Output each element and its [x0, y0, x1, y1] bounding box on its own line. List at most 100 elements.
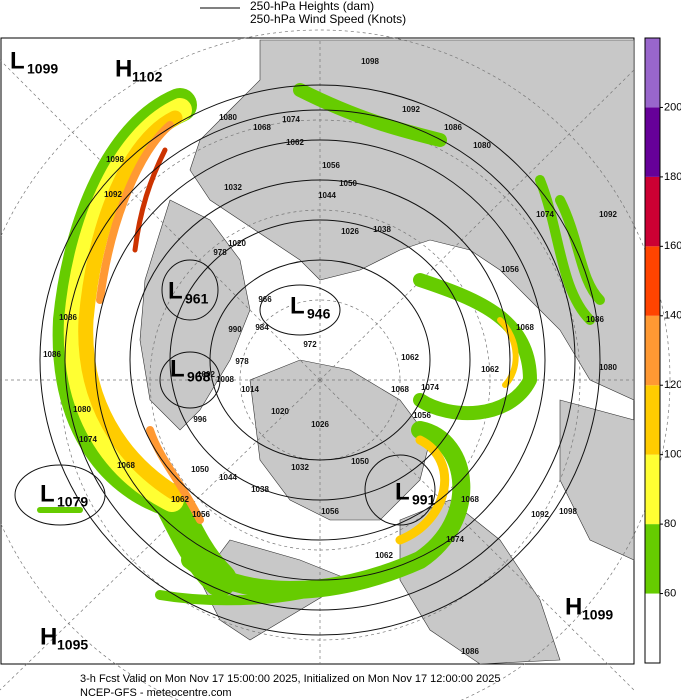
contour-label: 1050 [339, 179, 357, 188]
center-letter: H [40, 623, 57, 650]
contour-label: 1092 [104, 190, 122, 199]
contour-label: 1056 [413, 411, 431, 420]
contour-label: 1062 [375, 551, 393, 560]
contour-label: 1068 [253, 123, 271, 132]
center-value: 1099 [582, 607, 613, 623]
contour-label: 1068 [391, 385, 409, 394]
colorbar-tick-label: 180 [664, 171, 681, 183]
contour-label: 1068 [461, 495, 479, 504]
legend-wind: 250-hPa Wind Speed (Knots) [250, 12, 406, 26]
contour-label: 1062 [481, 365, 499, 374]
contour-label: 1044 [318, 191, 336, 200]
center-letter: L [290, 292, 305, 319]
contour-label: 972 [303, 340, 317, 349]
contour-label: 966 [258, 295, 272, 304]
colorbar-bin [645, 176, 660, 247]
colorbar-frame [644, 37, 661, 664]
contour-label: 1098 [361, 57, 379, 66]
contour-label: 1086 [586, 315, 604, 324]
contour-label: 1056 [321, 507, 339, 516]
contour-label: 1020 [271, 407, 289, 416]
center-value: 991 [412, 492, 436, 508]
center-letter: H [115, 55, 132, 82]
contour-label: 1074 [79, 435, 97, 444]
contour-label: 1080 [73, 405, 91, 414]
contour-label: 1038 [373, 225, 391, 234]
contour-label: 1032 [291, 463, 309, 472]
colorbar: 60 80 100 120 140 160 180 200 [644, 37, 681, 664]
contour-label: 1032 [224, 183, 242, 192]
colorbar-bin [645, 246, 660, 316]
contour-label: 1080 [219, 113, 237, 122]
contour-label: 1014 [241, 385, 259, 394]
contour-label: 1086 [461, 647, 479, 656]
colorbar-tick-label: 160 [664, 240, 681, 252]
contour-label: 1062 [171, 495, 189, 504]
contour-label: 1026 [341, 227, 359, 236]
contour-label: 1026 [311, 420, 329, 429]
contour-label: 1050 [191, 465, 209, 474]
colorbar-bin [645, 38, 660, 108]
contour-label: 1020 [228, 239, 246, 248]
footer-valid: 3-h Fcst Valid on Mon Nov 17 15:00:00 20… [80, 673, 501, 685]
contour-label: 1038 [251, 485, 269, 494]
contour-label: 1092 [402, 105, 420, 114]
colorbar-bin [645, 315, 660, 386]
contour-label: 1086 [444, 123, 462, 132]
contour-label: 1086 [43, 350, 61, 359]
colorbar-tick-label: 140 [664, 310, 681, 322]
colorbar-tick-label: 80 [664, 518, 676, 530]
contour-label: 1098 [559, 507, 577, 516]
contour-label: 1068 [516, 323, 534, 332]
center-value: 1095 [57, 637, 88, 653]
center-value: 1099 [27, 61, 58, 77]
colorbar-bin [645, 107, 660, 177]
height-contours [14, 84, 601, 636]
contour-label: 1062 [286, 138, 304, 147]
contour-label: 1080 [599, 363, 617, 372]
colorbar-bin [645, 454, 660, 525]
colorbar-bin [645, 593, 660, 663]
contour-label: 1050 [351, 457, 369, 466]
colorbar-tick-label: 200 [664, 101, 681, 113]
contour-label: 1074 [446, 535, 464, 544]
center-value: 1102 [132, 69, 163, 85]
contour-label: 1044 [219, 473, 237, 482]
contour-label: 1074 [421, 383, 439, 392]
contour-label: 1086 [59, 313, 77, 322]
colorbar-tick-label: 120 [664, 379, 681, 391]
contour-label: 996 [193, 415, 207, 424]
contour-label: 1056 [501, 265, 519, 274]
contour-label: 1002 [197, 370, 215, 379]
center-value: 961 [185, 291, 209, 307]
contour-label: 978 [213, 248, 227, 257]
contour-label: 990 [228, 325, 242, 334]
center-letter: L [168, 277, 183, 304]
colorbar-bin [645, 385, 660, 455]
wind-speed [37, 83, 605, 606]
center-letter: L [40, 480, 55, 507]
center-value: 946 [307, 306, 331, 322]
contour-label: 1056 [192, 510, 210, 519]
contour-label: 984 [255, 323, 269, 332]
colorbar-bin [645, 524, 660, 594]
center-letter: L [395, 478, 410, 505]
contour-label: 1056 [322, 161, 340, 170]
contour-label: 1008 [216, 375, 234, 384]
contour-label: 1092 [599, 210, 617, 219]
colorbar-tick-label: 100 [664, 449, 681, 461]
contour-label: 1062 [401, 353, 419, 362]
center-letter: L [170, 355, 185, 382]
contour-label: 1068 [117, 461, 135, 470]
colorbar-tick-label: 60 [664, 587, 676, 599]
contour-label: 978 [235, 357, 249, 366]
legend-heights: 250-hPa Heights (dam) [250, 0, 374, 13]
contour-label: 1074 [282, 115, 300, 124]
contour-label: 1092 [531, 510, 549, 519]
contour-label: 1074 [536, 210, 554, 219]
